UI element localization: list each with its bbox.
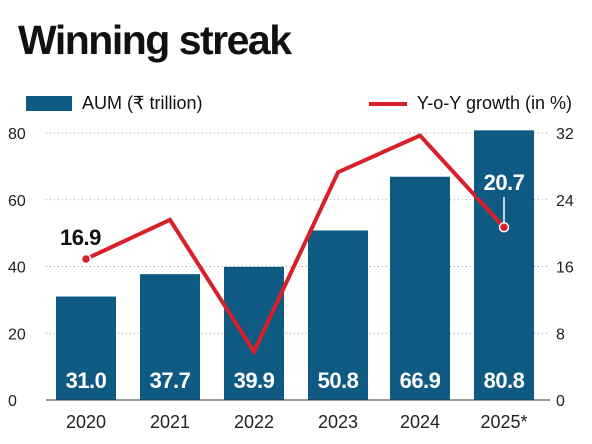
growth-callout-box (476, 167, 532, 197)
y-left-tick-label: 80 (8, 126, 26, 143)
chart-title: Winning streak (18, 17, 292, 63)
y-left-tick-label: 40 (8, 260, 26, 277)
bar-value-label: 50.8 (318, 368, 359, 393)
growth-value-label: 16.9 (60, 225, 101, 250)
growth-point (80, 253, 92, 265)
bar-value-label: 80.8 (484, 368, 525, 393)
y-left-tick-label: 60 (8, 193, 26, 210)
bar-value-label: 37.7 (150, 368, 191, 393)
y-right-tick-label: 0 (556, 393, 565, 410)
bar (224, 266, 284, 400)
x-tick-label: 2025* (480, 412, 527, 432)
growth-value-label: 20.7 (484, 170, 525, 195)
bar (390, 176, 450, 400)
y-right-tick-label: 32 (556, 126, 574, 143)
legend-growth-label: Y-o-Y growth (in %) (416, 93, 572, 113)
legend-aum: AUM (₹ trillion) (26, 93, 202, 114)
legend-aum-swatch (26, 96, 72, 111)
legend-aum-label: AUM (₹ trillion) (82, 93, 203, 113)
legend-growth-swatch (368, 101, 407, 106)
bar-value-label: 66.9 (400, 368, 441, 393)
bar (308, 230, 368, 400)
y-left-tick-label: 20 (8, 326, 26, 343)
x-tick-label: 2021 (150, 412, 190, 432)
y-left-tick-label: 0 (8, 393, 17, 410)
bar (140, 274, 200, 400)
y-right-tick-label: 24 (556, 193, 574, 210)
bar-value-label: 31.0 (66, 368, 107, 393)
x-tick-label: 2023 (318, 412, 358, 432)
y-right-tick-label: 8 (556, 326, 565, 343)
x-tick-label: 2022 (234, 412, 274, 432)
bar-value-label: 39.9 (234, 368, 275, 393)
x-tick-label: 2024 (400, 412, 440, 432)
growth-point (498, 222, 510, 233)
x-tick-label: 2020 (66, 412, 106, 432)
legend-growth: Y-o-Y growth (in %) (368, 93, 572, 114)
growth-line (85, 133, 506, 356)
bar (56, 296, 116, 400)
y-right-tick-label: 16 (556, 260, 574, 277)
